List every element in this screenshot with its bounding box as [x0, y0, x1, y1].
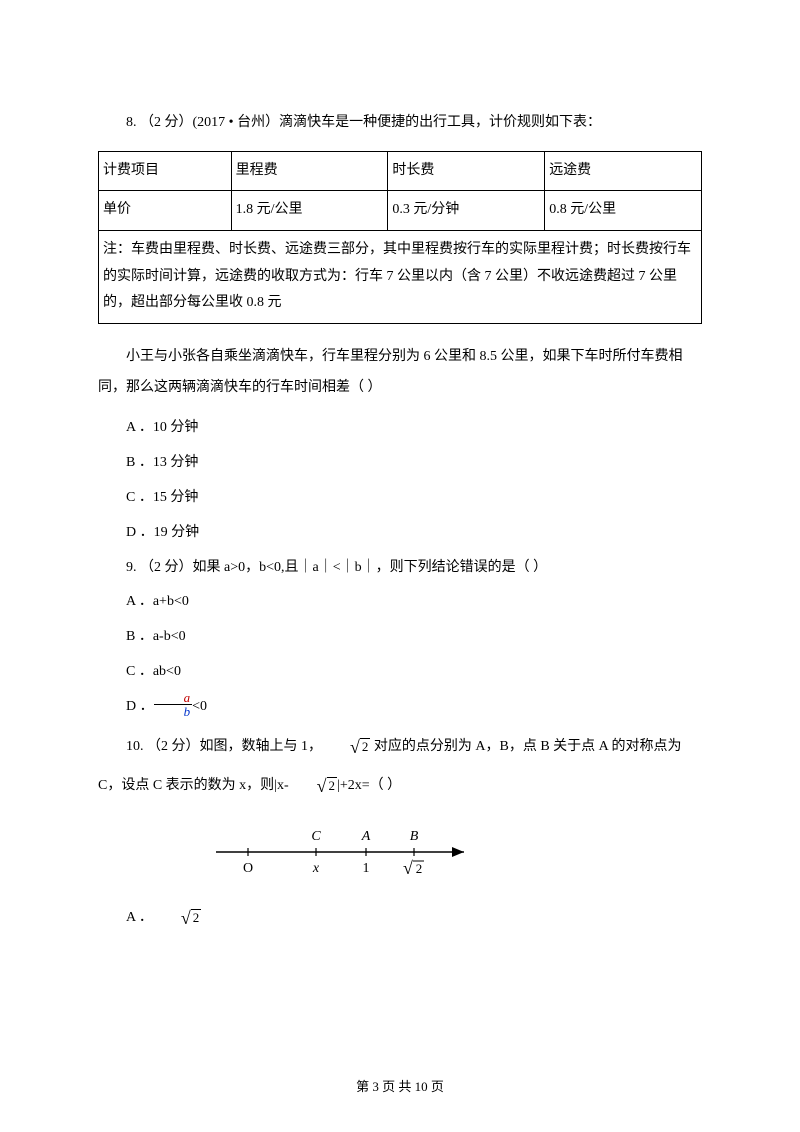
sqrt-icon: √2: [153, 897, 201, 937]
q10-stem-c: |+2x=（ ）: [337, 778, 401, 793]
q9-d-prefix: D ．: [126, 699, 154, 714]
svg-text:x: x: [312, 861, 320, 876]
svg-text:O: O: [243, 861, 253, 876]
cell: 0.3 元/分钟: [388, 191, 545, 231]
q9-stem: 9. （2 分）如果 a>0，b<0,且｜a｜<｜b｜，则下列结论错误的是（ ）: [98, 553, 702, 584]
svg-text:A: A: [361, 829, 371, 844]
q8-option-c: C ．15 分钟: [98, 483, 702, 514]
frac-den: b: [154, 705, 193, 718]
cell: 0.8 元/公里: [545, 191, 702, 231]
q8-option-b: B ．13 分钟: [98, 448, 702, 479]
svg-text:C: C: [311, 829, 321, 844]
q10-option-a: A ．√2: [98, 898, 702, 938]
sqrt-arg: 2: [360, 738, 371, 754]
q8-option-d: D ．19 分钟: [98, 518, 702, 549]
sqrt-arg: 2: [327, 777, 338, 793]
cell: 单价: [99, 191, 232, 231]
table-row: 计费项目 里程费 时长费 远途费: [99, 151, 702, 191]
q8-intro: 8. （2 分）(2017 • 台州）滴滴快车是一种便捷的出行工具，计价规则如下…: [98, 108, 702, 139]
q10-stem-a: 10. （2 分）如图，数轴上与 1，: [126, 739, 322, 754]
question-9: 9. （2 分）如果 a>0，b<0,且｜a｜<｜b｜，则下列结论错误的是（ ）…: [98, 553, 702, 723]
table-row: 单价 1.8 元/公里 0.3 元/分钟 0.8 元/公里: [99, 191, 702, 231]
svg-text:√: √: [403, 858, 413, 878]
question-10: 10. （2 分）如图，数轴上与 1，√2 对应的点分别为 A，B，点 B 关于…: [98, 727, 702, 938]
q8-option-a: A ．10 分钟: [98, 413, 702, 444]
svg-text:1: 1: [363, 861, 370, 876]
table-note-row: 注：车费由里程费、时长费、远途费三部分，其中里程费按行车的实际里程计费；时长费按…: [99, 230, 702, 323]
cell-header: 远途费: [545, 151, 702, 191]
q10-a-prefix: A ．: [126, 910, 153, 925]
q10-stem: 10. （2 分）如图，数轴上与 1，√2 对应的点分别为 A，B，点 B 关于…: [98, 727, 702, 806]
q9-option-d: D ．ab<0: [98, 692, 702, 723]
sqrt-arg: 2: [191, 909, 202, 925]
q9-option-a: A ．a+b<0: [98, 587, 702, 618]
sqrt-icon: √2: [289, 765, 337, 805]
svg-text:2: 2: [416, 861, 423, 876]
question-8: 8. （2 分）(2017 • 台州）滴滴快车是一种便捷的出行工具，计价规则如下…: [98, 108, 702, 549]
q9-d-suffix: <0: [192, 699, 207, 714]
sqrt-icon: √2: [322, 726, 370, 766]
fare-table: 计费项目 里程费 时长费 远途费 单价 1.8 元/公里 0.3 元/分钟 0.…: [98, 151, 702, 324]
page-footer: 第 3 页 共 10 页: [0, 1073, 800, 1102]
number-line-figure: O Cx A 1 B √2: [208, 814, 702, 884]
fraction-icon: ab: [154, 691, 193, 718]
cell: 1.8 元/公里: [231, 191, 388, 231]
frac-num: a: [154, 691, 193, 705]
q8-body: 小王与小张各自乘坐滴滴快车，行车里程分别为 6 公里和 8.5 公里，如果下车时…: [98, 342, 702, 404]
table-note: 注：车费由里程费、时长费、远途费三部分，其中里程费按行车的实际里程计费；时长费按…: [99, 230, 702, 323]
number-line-svg: O Cx A 1 B √2: [208, 814, 488, 884]
cell-header: 时长费: [388, 151, 545, 191]
q9-option-b: B ．a-b<0: [98, 622, 702, 653]
cell-header: 里程费: [231, 151, 388, 191]
cell-header: 计费项目: [99, 151, 232, 191]
q9-option-c: C ．ab<0: [98, 657, 702, 688]
svg-text:B: B: [410, 829, 419, 844]
